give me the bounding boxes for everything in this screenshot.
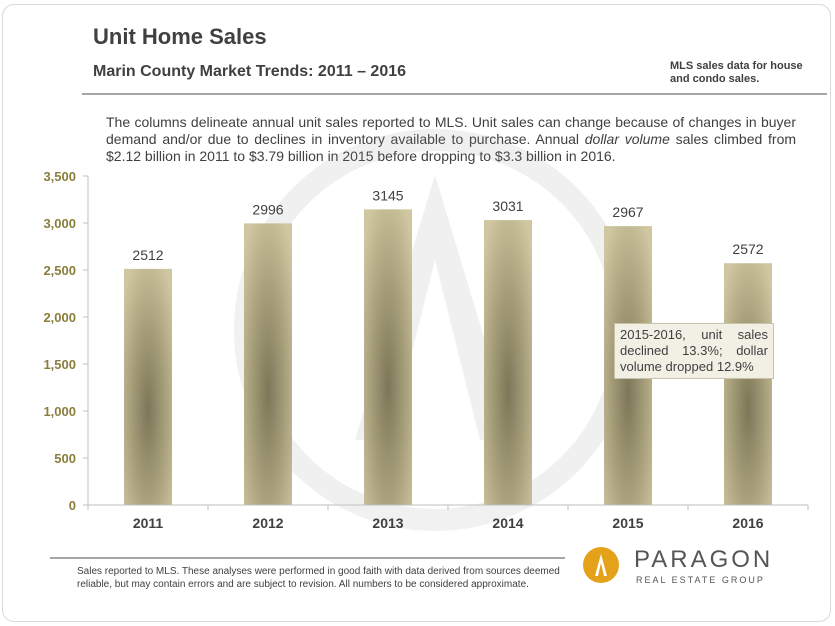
x-tick-label: 2014 [492, 515, 523, 531]
callout-box: 2015-2016, unit sales declined 13.3%; do… [614, 323, 774, 379]
data-label: 2512 [132, 247, 163, 263]
bar [484, 220, 532, 505]
bar [724, 263, 772, 505]
logo-glyph [595, 554, 607, 576]
y-axis: 0 500 1,000 1,500 2,000 2,500 3,000 3,500 [43, 169, 89, 513]
y-tick-label: 2,500 [43, 263, 76, 278]
footer-divider [50, 557, 565, 559]
x-axis: 2011 2012 2013 2014 2015 2016 [87, 504, 809, 531]
x-tick-label: 2011 [133, 515, 164, 531]
y-tick-label: 1,000 [43, 404, 76, 419]
intro-text-italic: dollar volume [584, 131, 670, 147]
source-note: MLS sales data for house and condo sales… [670, 60, 803, 85]
logo-subtitle: REAL ESTATE GROUP [636, 575, 765, 585]
watermark-logo [234, 129, 636, 531]
bar [124, 268, 172, 505]
data-label: 3145 [372, 187, 403, 203]
intro-text: The columns delineate annual unit sales … [106, 114, 796, 165]
intro-text-part1: The columns delineate annual unit sales … [106, 114, 796, 147]
disclaimer-text: Sales reported to MLS. These analyses we… [77, 566, 560, 590]
y-tick-label: 3,000 [43, 216, 76, 231]
data-label: 2996 [252, 201, 283, 217]
header-divider [82, 93, 827, 95]
x-tick-label: 2015 [612, 515, 643, 531]
intro-text-part2: sales climbed from $2.12 billion in 2011… [106, 131, 797, 164]
page-title: Unit Home Sales [93, 24, 267, 49]
x-tick-label: 2012 [252, 515, 283, 531]
y-tick-label: 0 [69, 498, 76, 513]
data-label: 3031 [492, 198, 523, 214]
y-tick-label: 1,500 [43, 357, 76, 372]
bar [244, 223, 292, 505]
x-tick-label: 2013 [372, 515, 403, 531]
x-tick-label: 2016 [732, 515, 763, 531]
data-label: 2967 [612, 204, 643, 220]
y-tick-label: 500 [54, 451, 76, 466]
y-tick-label: 3,500 [43, 169, 76, 184]
slide-frame [2, 4, 831, 622]
paragon-logo-icon [583, 547, 619, 583]
logo-name: PARAGON [634, 546, 774, 573]
page-subtitle: Marin County Market Trends: 2011 – 2016 [93, 63, 407, 80]
data-label: 2572 [732, 241, 763, 257]
bar [364, 209, 412, 505]
y-tick-label: 2,000 [43, 310, 76, 325]
